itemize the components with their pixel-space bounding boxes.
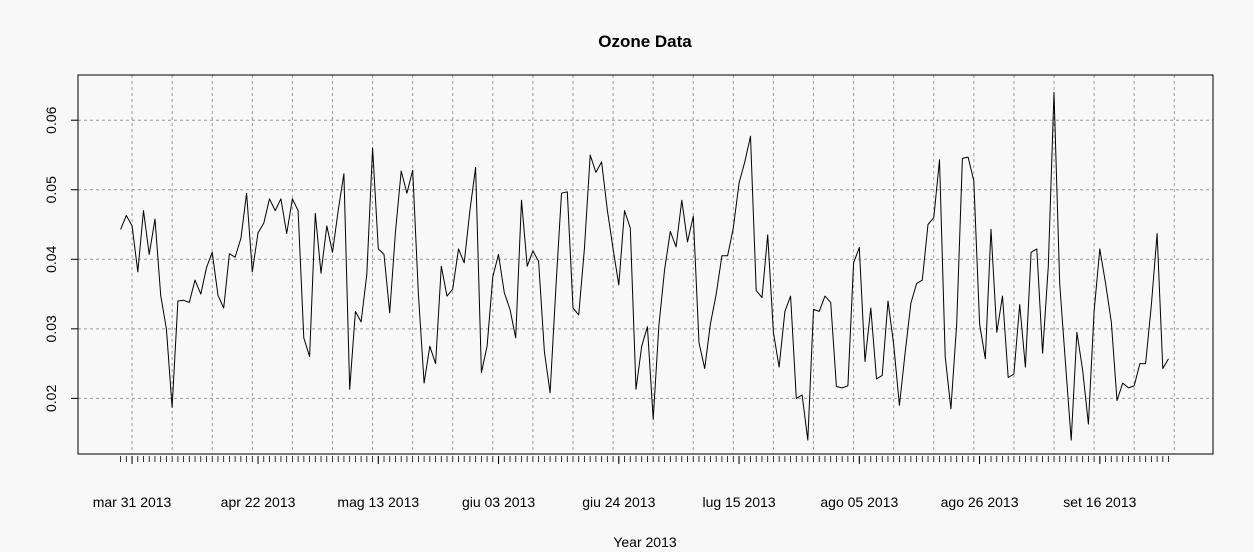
x-tick-label: ago 05 2013 (820, 494, 898, 510)
x-major-ticks (131, 456, 1101, 464)
y-tick-label: 0.03 (43, 315, 59, 342)
x-tick-label: ago 26 2013 (941, 494, 1019, 510)
x-tick-label: giu 03 2013 (462, 494, 535, 510)
ozone-series-line (120, 91, 1169, 441)
minor-ticks (120, 456, 1169, 462)
x-tick-label: mar 31 2013 (93, 494, 172, 510)
x-tick-label: mag 13 2013 (337, 494, 419, 510)
x-axis-label: Year 2013 (613, 534, 677, 550)
x-tick-label: set 16 2013 (1063, 494, 1136, 510)
y-tick-label: 0.04 (43, 245, 59, 272)
y-ticks (71, 119, 78, 399)
x-tick-label: giu 24 2013 (582, 494, 655, 510)
x-tick-label: apr 22 2013 (221, 494, 296, 510)
x-tick-labels: mar 31 2013 apr 22 2013 mag 13 2013 giu 03 … (93, 494, 1137, 510)
x-tick-label: lug 15 2013 (702, 494, 775, 510)
data-line-layer (120, 91, 1169, 441)
y-tick-label: 0.05 (43, 176, 59, 203)
y-tick-label: 0.02 (43, 385, 59, 412)
y-tick-label: 0.06 (43, 106, 59, 133)
plot-frame (77, 74, 1214, 455)
y-tick-labels: 0.02 0.03 0.04 0.05 0.06 (43, 106, 59, 412)
chart-title: Ozone Data (598, 32, 692, 51)
